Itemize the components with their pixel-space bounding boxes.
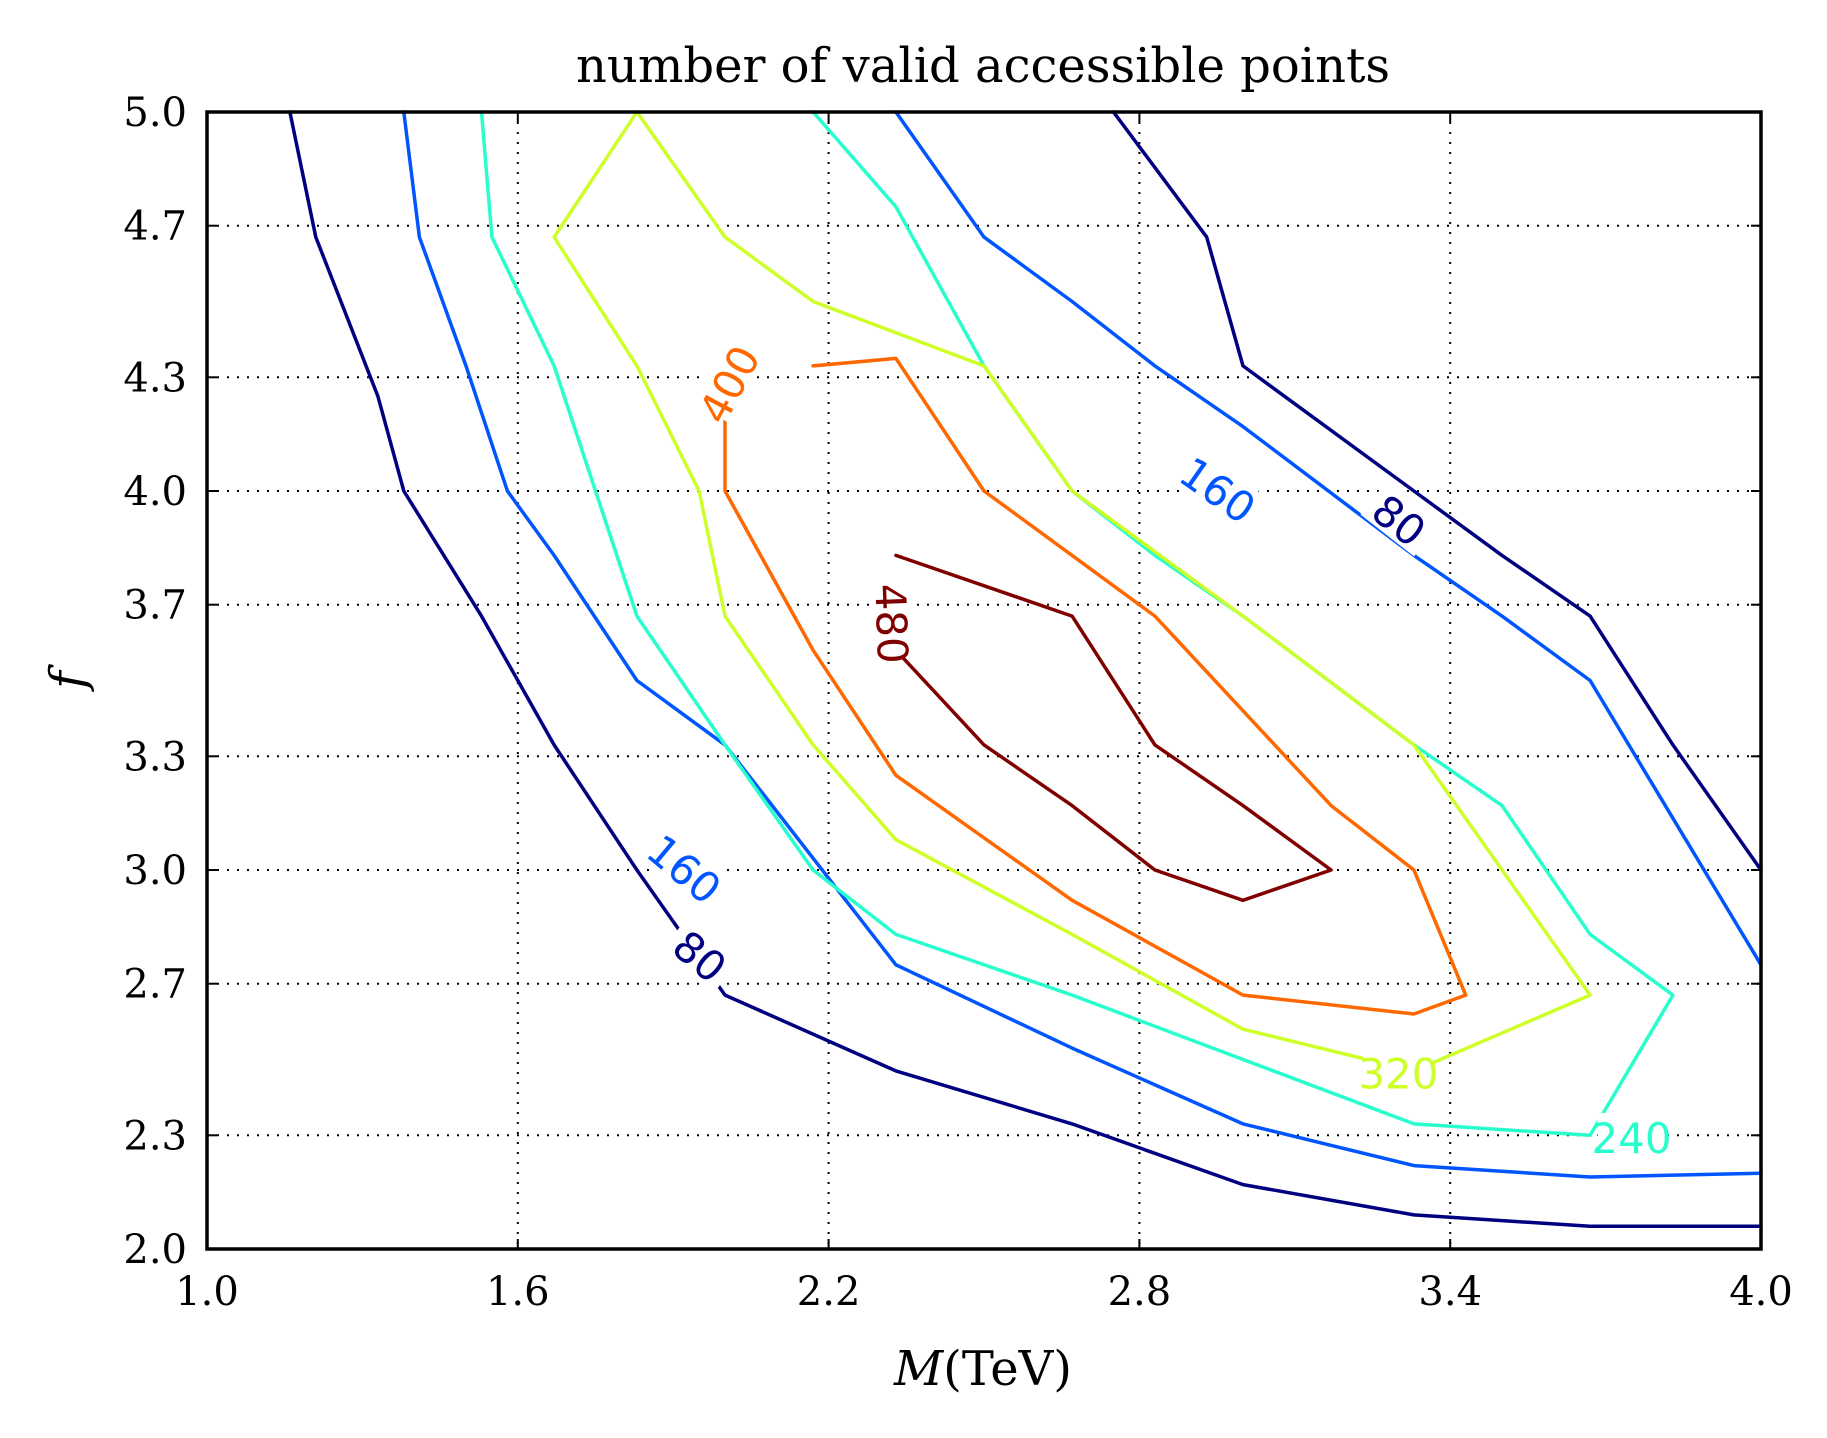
x-tick-label: 1.6 xyxy=(486,1269,550,1315)
y-tick-label: 3.3 xyxy=(123,734,187,780)
chart-title: number of valid accessible points xyxy=(576,38,1390,94)
contour-label-480: 480 xyxy=(865,583,917,665)
contour-line-160 xyxy=(894,110,1763,967)
y-tick-label: 4.3 xyxy=(123,355,187,401)
y-tick-label: 2.0 xyxy=(123,1227,187,1273)
y-tick-label: 4.7 xyxy=(123,204,187,250)
contour-label-320: 320 xyxy=(1358,1050,1438,1099)
x-tick-label: 1.0 xyxy=(175,1269,239,1315)
y-tick-label: 5.0 xyxy=(123,90,187,136)
y-tick-label: 2.3 xyxy=(123,1113,187,1159)
contour-label-backdrop xyxy=(691,342,763,424)
y-tick-label: 3.0 xyxy=(123,848,187,894)
contour-label-backdrop xyxy=(1597,1113,1666,1158)
contour-line-480 xyxy=(894,553,1333,903)
x-tick-label: 2.8 xyxy=(1108,1269,1172,1315)
contour-line-80 xyxy=(1111,110,1763,872)
y-tick-label: 2.7 xyxy=(123,962,187,1008)
contour-label-backdrop xyxy=(1178,450,1260,526)
contour-label-backdrop xyxy=(1360,479,1442,557)
x-tick-label: 4.0 xyxy=(1729,1269,1793,1315)
contour-label-240: 240 xyxy=(1591,1114,1671,1163)
contour-label-backdrop xyxy=(645,828,727,906)
contour-label-backdrop xyxy=(661,915,742,993)
x-tick-label: 2.2 xyxy=(797,1269,861,1315)
contour-line-400 xyxy=(723,356,1468,1016)
y-tick-label: 3.7 xyxy=(123,583,187,629)
x-axis-label: M(TeV) xyxy=(893,1341,1072,1397)
y-tick-label: 4.0 xyxy=(123,469,187,515)
contour-label-backdrop xyxy=(1364,1048,1433,1093)
axis-ticks: 1.0 1.6 2.2 2.8 3.4 4.0 2.0 2.3 2.7 3.0 3.3 3.7 4.0 4… xyxy=(123,90,1792,1315)
contour-label-backdrop xyxy=(871,588,918,659)
plot-frame xyxy=(205,110,1763,1251)
x-tick-label: 3.4 xyxy=(1418,1269,1482,1315)
